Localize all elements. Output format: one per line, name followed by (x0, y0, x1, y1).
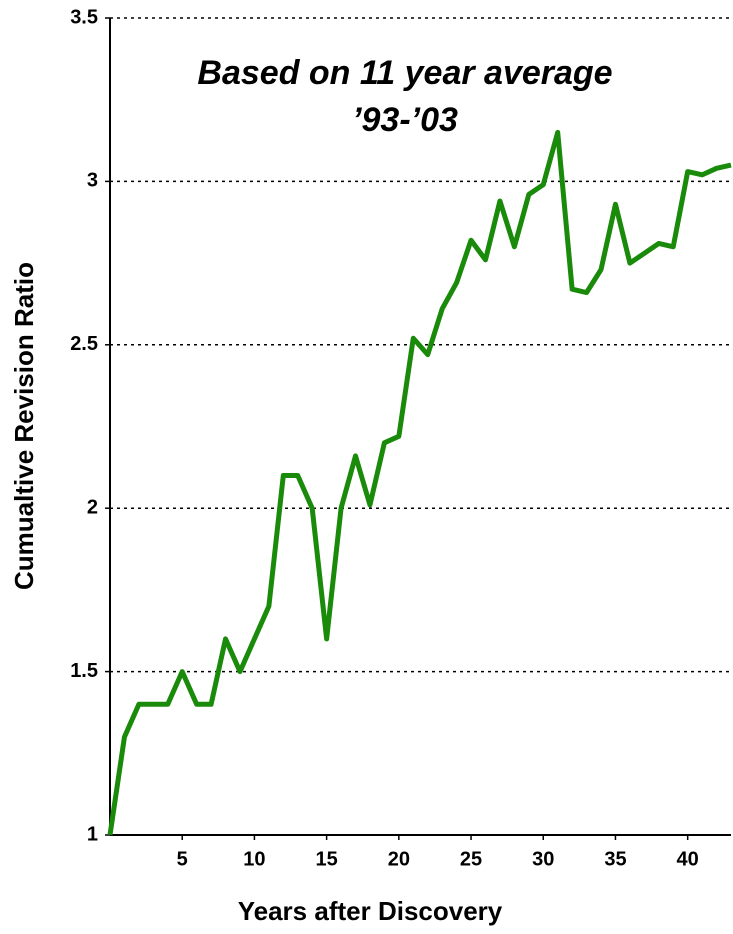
y-axis-title: Cumualtive Revision Ratio (9, 262, 39, 590)
y-tick-label: 3 (87, 170, 98, 192)
data-line (107, 129, 732, 836)
x-tick-label: 30 (532, 848, 554, 870)
annotation: ’93-’03 (352, 101, 458, 139)
x-tick-label: 40 (677, 848, 699, 870)
x-tick-label: 20 (388, 848, 410, 870)
y-tick-label: 2.5 (70, 333, 98, 355)
x-tick-label: 15 (316, 848, 338, 870)
x-tick-label: 25 (460, 848, 482, 870)
y-tick-label: 3.5 (70, 6, 98, 28)
y-tick-label: 2 (87, 496, 98, 518)
x-axis-title: Years after Discovery (238, 896, 503, 926)
annotation: Based on 11 year average (197, 54, 612, 92)
y-tick-label: 1 (87, 823, 98, 845)
x-tick-label: 10 (243, 848, 265, 870)
x-tick-label: 35 (604, 848, 626, 870)
y-tick-label: 1.5 (70, 660, 98, 682)
x-tick-label: 5 (177, 848, 188, 870)
